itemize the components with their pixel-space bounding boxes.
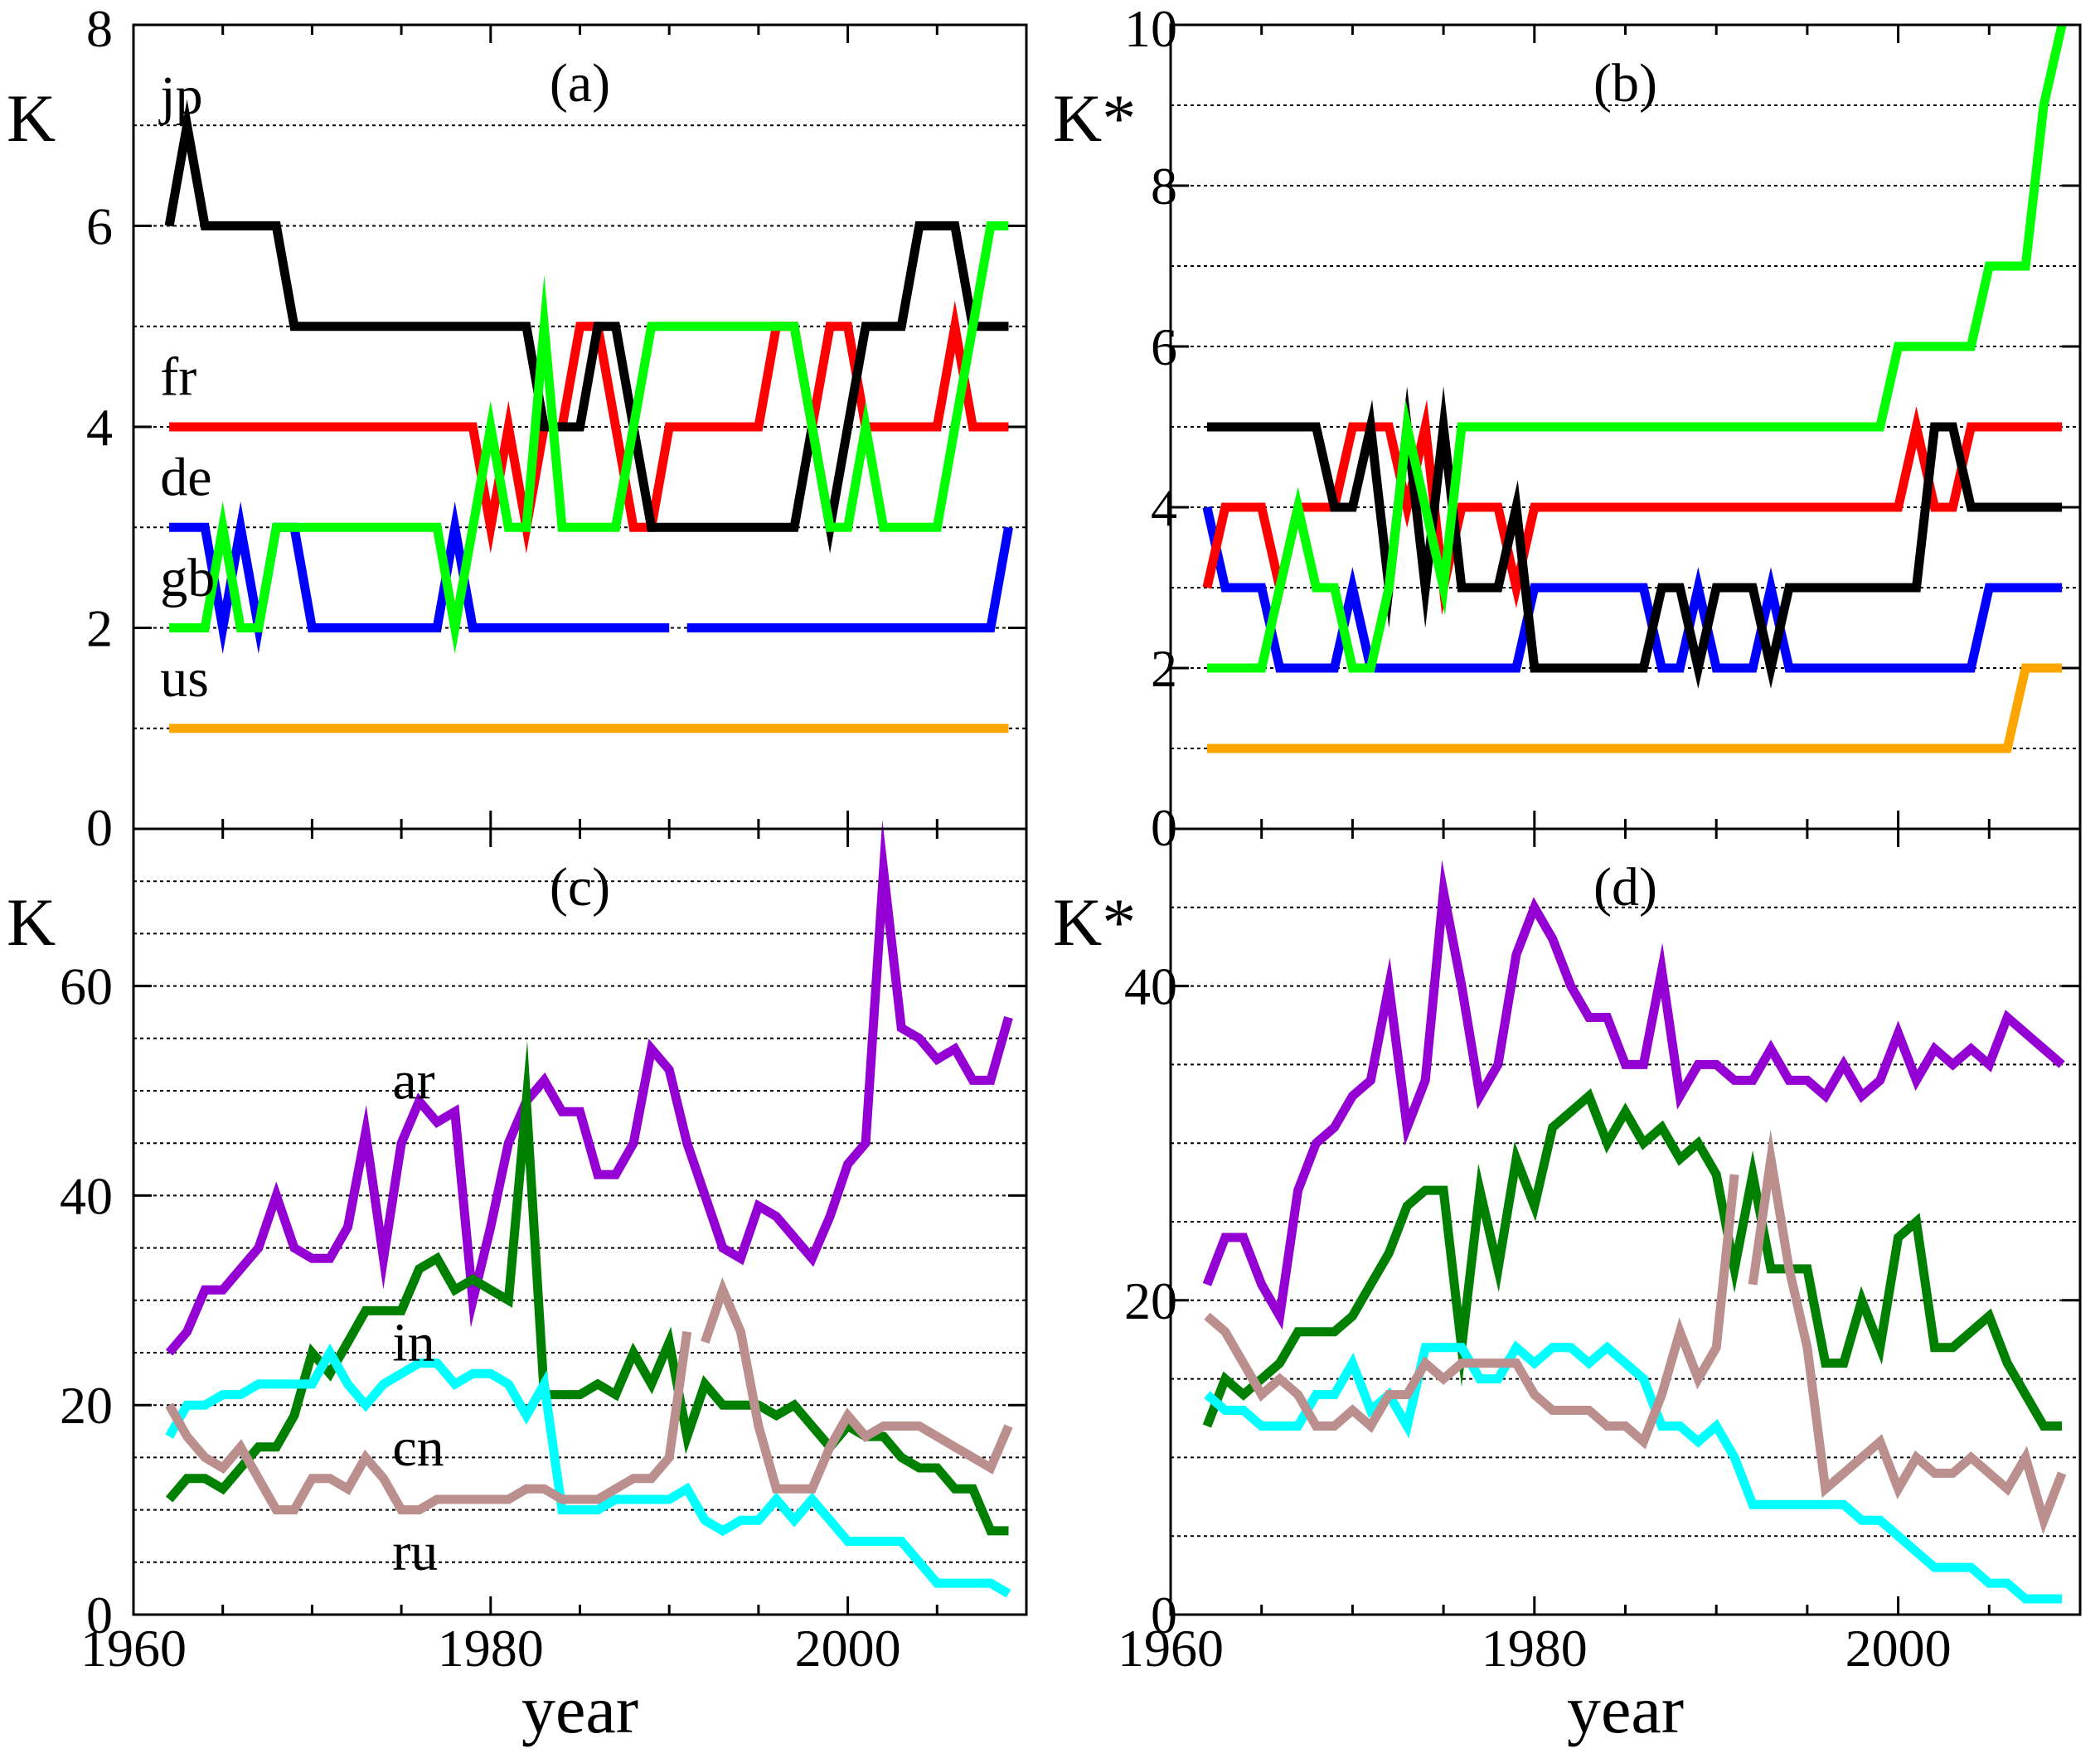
y-tick-label: 8: [86, 0, 113, 58]
y-tick-label: 40: [60, 1166, 113, 1225]
series-label-jp: jp: [158, 65, 202, 126]
y-tick-label: 0: [1151, 1586, 1177, 1644]
series-label-cn: cn: [392, 1417, 444, 1478]
panel-title: (b): [1593, 53, 1657, 114]
panel-title: (d): [1593, 857, 1657, 918]
y-tick-label: 60: [60, 957, 113, 1016]
x-tick-label: 1980: [438, 1619, 544, 1678]
panel-a: 0 2 4 6 8K (a) jp fr de gb us: [7, 0, 1028, 857]
x-axis-title: year: [521, 1672, 638, 1747]
y-tick-label: 2: [1151, 639, 1177, 698]
series-line-ar: [165, 819, 1013, 1356]
y-tick-label: 20: [1124, 1271, 1177, 1330]
y-tick-label: 20: [60, 1376, 113, 1435]
series-label-us: us: [160, 648, 209, 709]
y-tick-label: 6: [1151, 317, 1177, 376]
y-tick-label: 4: [86, 398, 113, 457]
y-axis-title: K*: [1053, 884, 1136, 960]
series-line-us: [1206, 663, 2063, 753]
y-axis-title: K*: [1053, 80, 1136, 156]
y-tick-label: 4: [1151, 478, 1177, 537]
series-line-jp: [1206, 385, 2063, 689]
series-label-de: de: [160, 448, 211, 508]
series-line-in: [165, 1040, 1009, 1536]
panel-c: 0 20 40 60 1960 1980 2000 K (c) year ar in cn ru: [7, 819, 1028, 1747]
y-tick-label: 8: [1151, 157, 1177, 216]
series-line-ru: [1204, 1129, 2067, 1535]
y-tick-label: 10: [1124, 0, 1177, 58]
series-label-fr: fr: [160, 346, 196, 407]
x-tick-label: 2000: [795, 1619, 901, 1678]
series-line-cn: [1204, 1340, 2063, 1604]
series-line-ar: [1202, 860, 2065, 1330]
y-tick-label: 2: [86, 599, 113, 658]
series-label-ar: ar: [392, 1050, 434, 1111]
series-line-fr: [1202, 400, 2063, 615]
x-tick-label: 1960: [80, 1619, 187, 1678]
x-tick-label: 2000: [1845, 1619, 1952, 1678]
series-label-ru: ru: [392, 1522, 438, 1582]
y-axis-title: K: [7, 80, 56, 156]
plot-frame: [1169, 827, 2082, 1616]
y-tick-label: 0: [86, 798, 113, 857]
y-tick-label: 6: [86, 197, 113, 256]
x-axis-title: year: [1567, 1672, 1684, 1747]
y-tick-label: 0: [86, 1586, 113, 1644]
series-line-cn: [165, 1343, 1011, 1598]
series-line-jp: [164, 99, 1009, 554]
series-label-in: in: [392, 1312, 434, 1373]
x-tick-label: 1960: [1118, 1619, 1224, 1678]
series-line-gb: [1202, 506, 2063, 673]
x-tick-label: 1980: [1482, 1619, 1588, 1678]
y-axis-title: K: [7, 884, 56, 960]
series-line-ru: [165, 1276, 1013, 1515]
y-tick-label: 40: [1124, 957, 1177, 1016]
panel-title: (a): [550, 53, 610, 114]
series-line-de: [169, 221, 1009, 654]
panel-title: (c): [550, 857, 610, 918]
series-label-gb: gb: [160, 548, 215, 608]
panel-d: 0 20 40 1960 1980 2000 K* (d) year: [1053, 827, 2082, 1747]
series-line-in: [1202, 1088, 2063, 1431]
series-line-gb: [169, 501, 1013, 654]
series-line-de: [1206, 23, 2067, 673]
